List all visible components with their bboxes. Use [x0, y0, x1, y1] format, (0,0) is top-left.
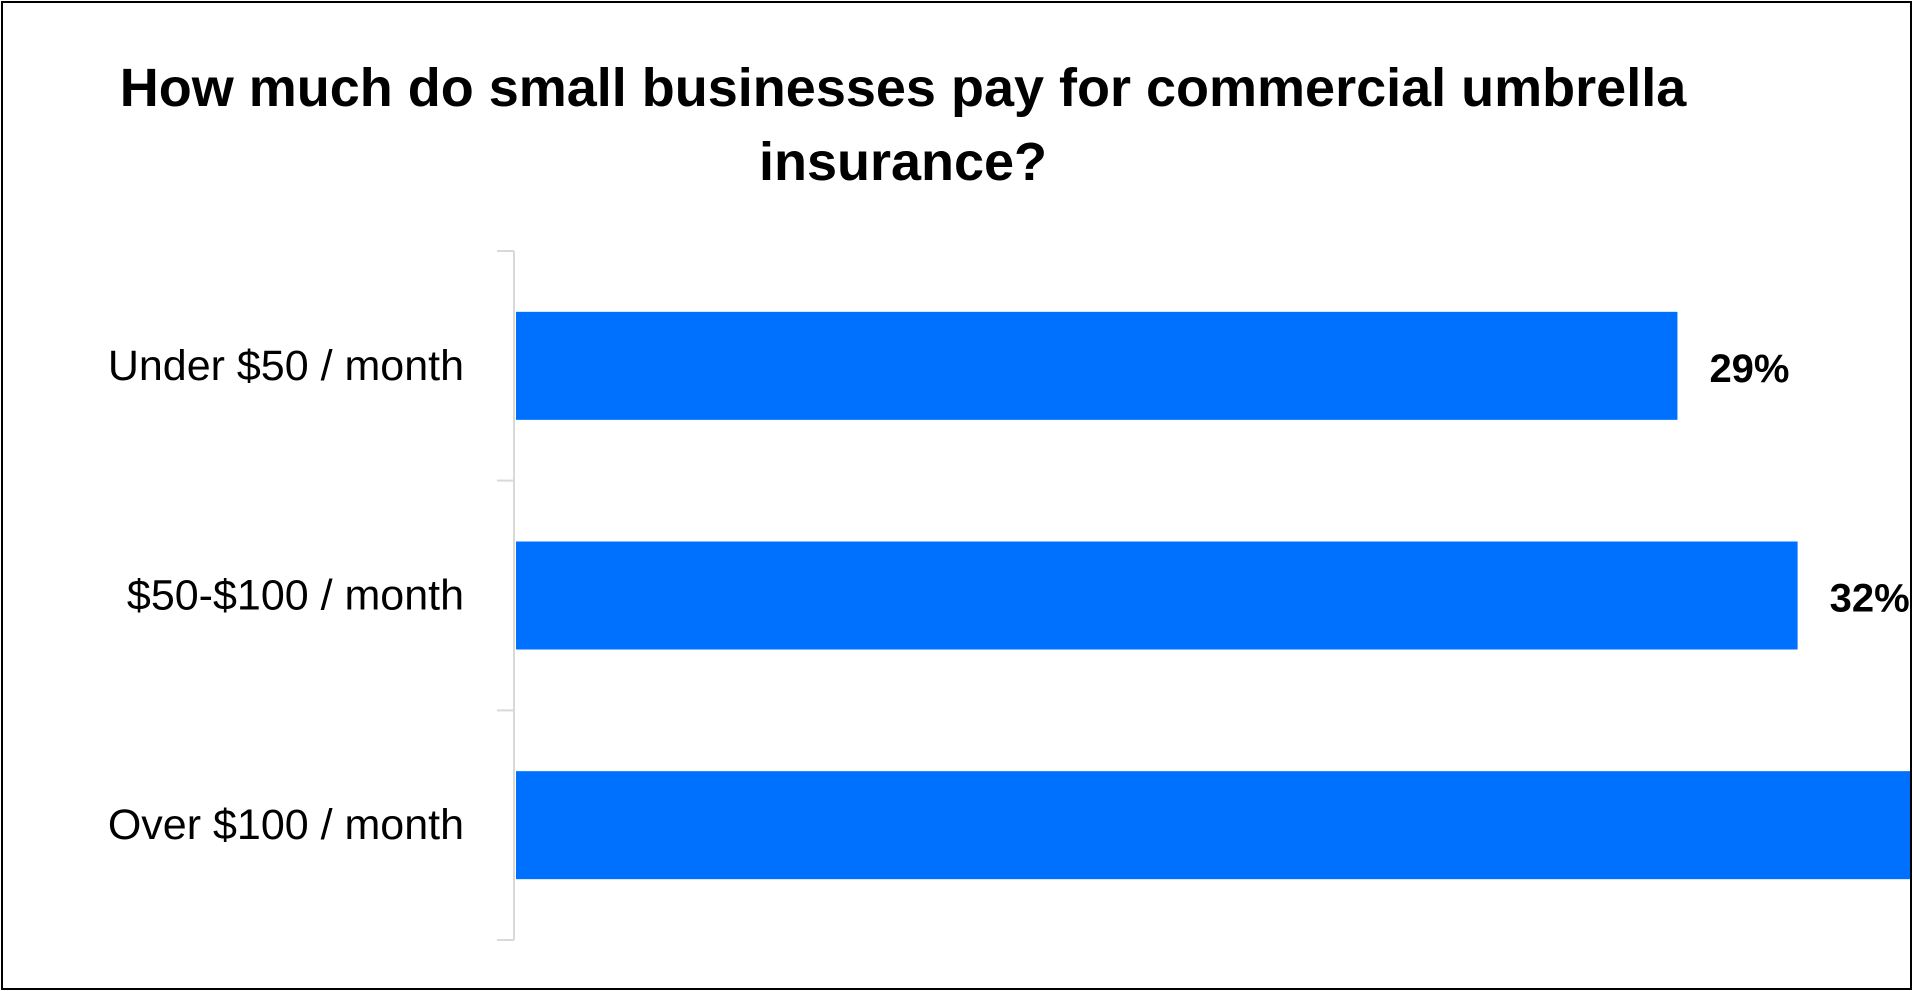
bar [516, 541, 1798, 650]
bars [516, 311, 1910, 880]
category-label: Over $100 / month [108, 801, 464, 849]
bar [516, 771, 1910, 880]
category-label: Under $50 / month [108, 342, 464, 390]
labels: Under $50 / month 29% $50-$100 / month 32% O… [108, 342, 1910, 849]
data-label: 29% [1709, 347, 1789, 391]
bar [516, 311, 1678, 420]
bar-chart: Under $50 / month 29% $50-$100 / month 32% O… [108, 250, 1910, 941]
y-axis [497, 250, 515, 941]
category-label: $50-$100 / month [127, 572, 464, 620]
data-label: 32% [1830, 577, 1910, 621]
chart-title: How much do small businesses pay for com… [119, 58, 1687, 192]
